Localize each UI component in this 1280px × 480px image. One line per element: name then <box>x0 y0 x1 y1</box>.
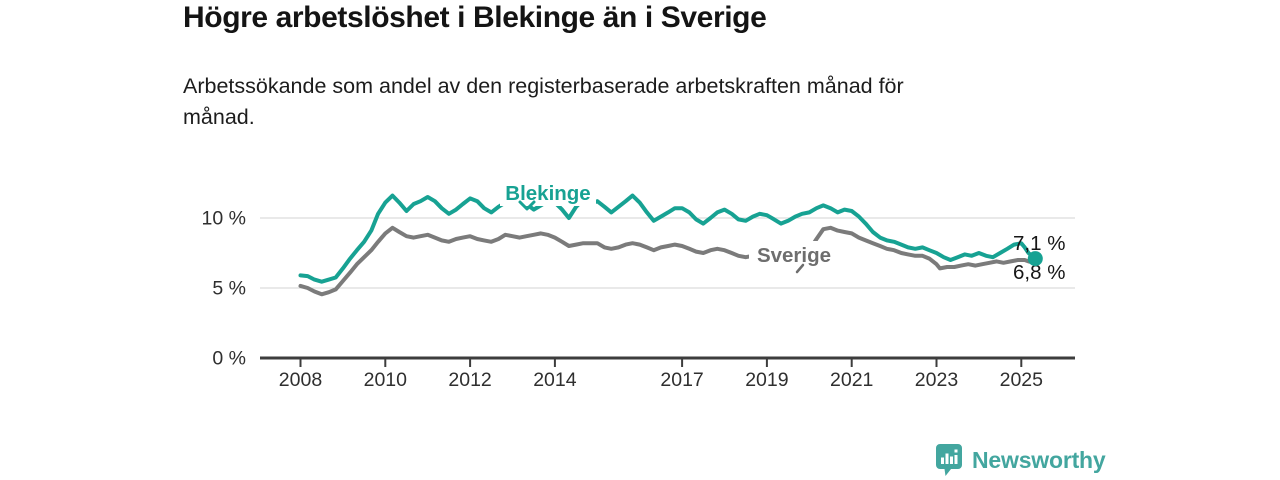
series-label-blekinge: Blekinge <box>505 182 590 205</box>
series-label-bg-blekinge <box>500 179 596 206</box>
x-tick-label: 2008 <box>279 369 322 391</box>
newsworthy-wordmark: Newsworthy <box>972 447 1106 473</box>
end-value-label-blekinge: 7,1 % <box>1013 232 1065 255</box>
newsworthy-logo: Newsworthy <box>936 444 1106 477</box>
x-tick-label: 2010 <box>364 369 408 391</box>
y-tick-label: 0 % <box>212 348 246 370</box>
chart-title: Högre arbetslöshet i Blekinge än i Sveri… <box>183 1 767 34</box>
end-value-label-sverige: 6,8 % <box>1013 261 1065 284</box>
y-tick-label: 10 % <box>202 208 246 230</box>
x-tick-label: 2023 <box>915 369 958 391</box>
x-tick-label: 2017 <box>660 369 703 391</box>
series-label-sverige: Sverige <box>757 244 831 267</box>
series-line-blekinge <box>298 193 1038 284</box>
bar-chart-speech-bubble-icon <box>936 444 962 476</box>
series-line-sverige <box>298 225 1038 297</box>
x-tick-label: 2012 <box>448 369 491 391</box>
end-dot-blekinge <box>1027 251 1043 267</box>
y-tick-label: 5 % <box>212 278 246 300</box>
series-label-caret-sverige <box>795 263 805 274</box>
x-tick-label: 2025 <box>1000 369 1044 391</box>
x-tick-label: 2021 <box>830 369 873 391</box>
x-tick-label: 2019 <box>745 369 788 391</box>
x-tick-label: 2014 <box>533 369 577 391</box>
chart-subtitle: Arbetssökande som andel av den registerb… <box>183 74 904 129</box>
series-label-caret-blekinge <box>518 200 536 211</box>
series-label-bg-sverige <box>749 241 839 268</box>
